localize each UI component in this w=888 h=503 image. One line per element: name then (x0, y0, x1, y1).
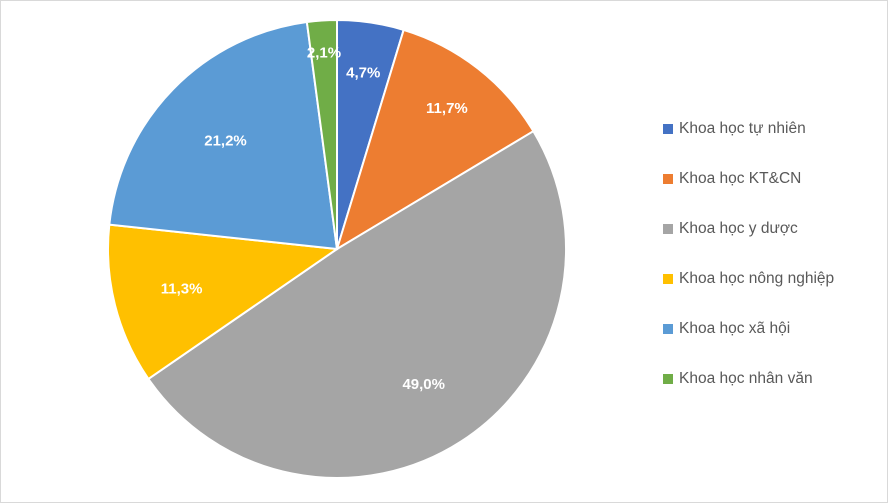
legend-item: Khoa học tự nhiên (663, 119, 834, 139)
legend: Khoa học tự nhiên Khoa học KT&CN Khoa học … (663, 119, 834, 419)
legend-swatch (663, 124, 673, 134)
legend-item: Khoa học nhân văn (663, 369, 834, 389)
legend-label: Khoa học nông nghiệp (679, 270, 835, 287)
legend-item: Khoa học xã hội (663, 319, 834, 339)
pie-slice (305, 18, 338, 250)
pie-slice (147, 129, 567, 479)
legend-item: Khoa học nông nghiệp (663, 269, 834, 289)
slice-data-label: 21,2% (204, 132, 247, 149)
legend-swatch (663, 374, 673, 384)
legend-label: Khoa học tự nhiên (679, 120, 806, 137)
slice-data-label: 11,7% (426, 100, 468, 117)
legend-label: Khoa học xã hội (679, 320, 791, 337)
slice-data-label: 4,7% (346, 64, 380, 81)
legend-swatch (663, 274, 673, 284)
pie-slice (107, 223, 340, 381)
legend-swatch (663, 224, 673, 234)
legend-label: Khoa học nhân văn (679, 370, 813, 387)
legend-item: Khoa học KT&CN (663, 169, 834, 189)
slice-data-label: 49,0% (402, 376, 445, 393)
slice-data-label: 11,3% (161, 280, 203, 297)
legend-item: Khoa học y dược (663, 219, 834, 239)
legend-label: Khoa học y dược (679, 220, 798, 237)
legend-swatch (663, 174, 673, 184)
pie-slice (335, 28, 535, 252)
slice-data-label: 2,1% (307, 44, 341, 61)
legend-label: Khoa học KT&CN (679, 170, 802, 187)
pie-slice (108, 20, 339, 251)
legend-swatch (663, 324, 673, 334)
